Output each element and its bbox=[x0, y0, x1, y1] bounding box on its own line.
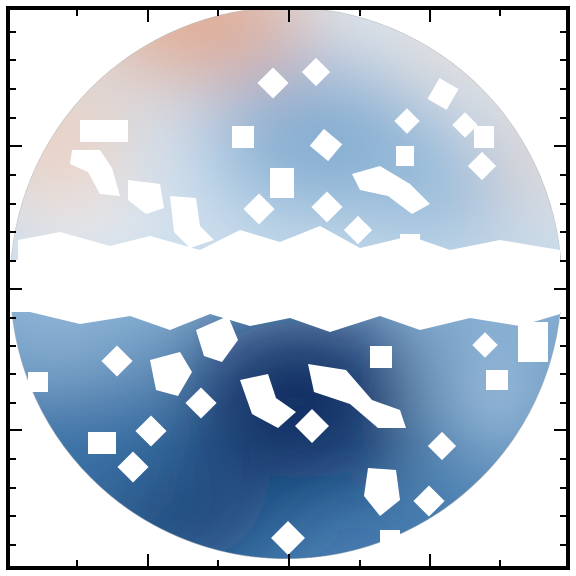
frame bbox=[6, 6, 570, 570]
frame-ticks bbox=[8, 8, 568, 568]
